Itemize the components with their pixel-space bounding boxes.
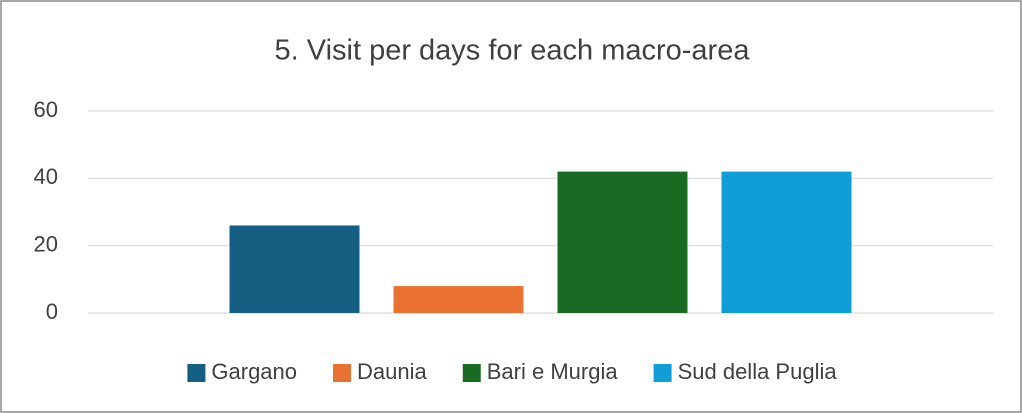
legend-label: Daunia	[357, 359, 427, 384]
legend-swatch	[333, 364, 352, 382]
y-tick-label: 0	[46, 299, 58, 324]
bar	[557, 171, 688, 313]
y-tick-label: 60	[34, 97, 58, 122]
legend-label: Bari e Murgia	[487, 359, 619, 384]
chart-title: 5. Visit per days for each macro-area	[275, 35, 751, 67]
y-tick-label: 40	[34, 164, 58, 189]
legend-swatch	[462, 364, 481, 382]
bar	[393, 286, 524, 313]
bar	[721, 171, 852, 313]
legend-label: Gargano	[211, 359, 297, 384]
legend-swatch	[187, 364, 206, 382]
legend-label: Sud della Puglia	[678, 359, 838, 384]
legend-swatch	[653, 364, 672, 382]
bar	[229, 225, 360, 313]
y-tick-label: 20	[34, 231, 58, 256]
